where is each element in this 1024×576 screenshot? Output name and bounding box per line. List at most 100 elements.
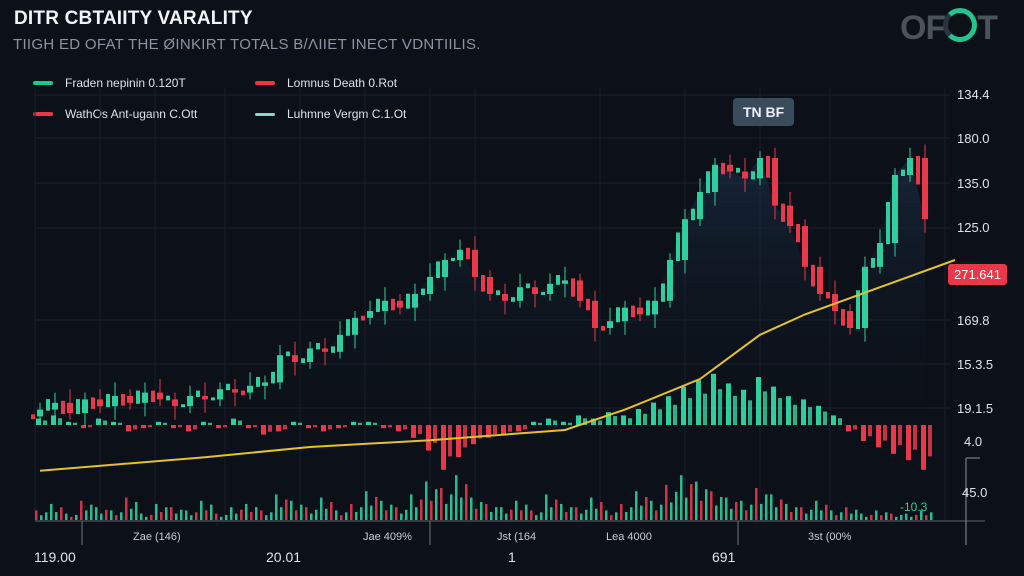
chart-title: DITR CBTAIITY VARALITY xyxy=(14,8,253,29)
oscillator-bar xyxy=(261,425,266,435)
oscillator-bar xyxy=(726,383,731,425)
volume-bar xyxy=(450,494,453,520)
oscillator-bar xyxy=(756,377,761,425)
candle-body xyxy=(892,175,898,243)
x-value-label: 20.01 xyxy=(266,549,302,565)
volume-bar xyxy=(445,504,448,520)
volume-bar xyxy=(355,512,358,520)
oscillator-bar xyxy=(268,425,272,432)
volume-bar xyxy=(720,496,723,520)
candle-body xyxy=(157,392,163,400)
candle-body xyxy=(46,399,50,411)
oscillator-bar xyxy=(456,425,461,457)
candle-body xyxy=(382,300,388,311)
y-tick-label: 125.0 xyxy=(957,220,990,235)
oscillator-bar xyxy=(216,425,221,429)
candle-body xyxy=(721,162,725,175)
volume-bar xyxy=(810,509,813,520)
legend-swatch xyxy=(255,112,275,116)
candle-body xyxy=(802,226,808,267)
oscillator-bar xyxy=(636,409,641,425)
candle-body xyxy=(361,315,365,321)
oscillator-bar xyxy=(921,425,926,470)
volume-bar xyxy=(460,497,463,520)
candle-body xyxy=(667,260,673,301)
volume-bar xyxy=(540,512,543,520)
y-tick-label: 19.1.5 xyxy=(957,401,994,416)
oscillator-bar xyxy=(733,395,737,425)
volume-bar xyxy=(470,497,473,520)
legend-label: Lomnus Death 0.Rot xyxy=(287,76,398,90)
oscillator-bar xyxy=(351,421,356,425)
candle-body xyxy=(586,298,590,311)
oscillator-bar xyxy=(861,425,866,441)
legend-item: Luhmne Vergm C.1.Ot xyxy=(255,107,406,121)
oscillator-bar xyxy=(688,398,692,425)
oscillator-bar xyxy=(223,425,227,428)
annotation-label: TN BF xyxy=(733,98,795,126)
oscillator-bar xyxy=(208,422,212,425)
x-value-label: 691 xyxy=(712,549,736,565)
volume-bar xyxy=(45,512,48,520)
volume-bar xyxy=(900,514,903,520)
legend-swatch xyxy=(255,81,275,85)
moving-average-line xyxy=(39,259,956,472)
legend-swatch xyxy=(33,81,53,85)
candle-body xyxy=(631,305,635,318)
volume-bar xyxy=(145,516,148,520)
oscillator-bar xyxy=(126,425,131,432)
volume-bar xyxy=(875,510,878,520)
volume-bar xyxy=(660,504,663,520)
volume-bar xyxy=(680,475,683,520)
volume-bar xyxy=(855,509,858,520)
volume-bar xyxy=(820,510,823,520)
oscillator-bar xyxy=(73,422,77,425)
volume-bar xyxy=(925,515,928,520)
candle-body xyxy=(901,169,905,176)
candle-body xyxy=(76,399,80,414)
volume-bar xyxy=(630,507,633,520)
volume-bar xyxy=(400,513,403,520)
candle-body xyxy=(187,396,193,407)
volume-bar xyxy=(865,516,868,520)
volume-bar xyxy=(280,507,283,520)
volume-bar xyxy=(805,513,808,520)
candle-body xyxy=(796,224,800,243)
candle-body xyxy=(877,243,883,267)
candle-body xyxy=(106,394,110,408)
volume-bar xyxy=(100,513,103,520)
oscillator-bar xyxy=(591,418,596,425)
candle-body xyxy=(787,205,793,226)
volume-bar xyxy=(625,512,628,520)
candle-body xyxy=(547,283,553,294)
candle-body xyxy=(856,290,860,329)
candle-body xyxy=(37,409,43,417)
oscillator-bar xyxy=(816,405,821,425)
legend-item: WathOs Ant-ugann C.Ott xyxy=(33,107,197,121)
candle-body xyxy=(202,396,208,400)
volume-bar xyxy=(785,504,788,520)
chart-subtitle: TIIGH ED OFAT THE ØINKIRT TOTALS B/ΛIIET… xyxy=(13,36,481,53)
candle-body xyxy=(652,300,658,315)
candle-body xyxy=(457,249,463,260)
oscillator-bar xyxy=(133,425,137,430)
volume-bar xyxy=(695,481,698,520)
oscillator-bar xyxy=(666,396,671,425)
volume-bar xyxy=(735,502,738,520)
oscillator-bar xyxy=(103,420,107,425)
candle-body xyxy=(766,156,770,178)
volume-bar xyxy=(65,513,68,520)
candle-body xyxy=(916,156,920,185)
candle-body xyxy=(772,158,778,206)
oscillator-bar xyxy=(193,425,197,430)
volume-bar xyxy=(370,505,373,520)
oscillator-bar xyxy=(913,425,917,450)
volume-bar xyxy=(115,515,118,520)
volume-bar xyxy=(825,504,828,520)
oscillator-bar xyxy=(486,425,491,438)
volume-bar xyxy=(530,510,533,520)
oscillator-bar xyxy=(741,389,746,425)
volume-bar xyxy=(35,510,38,520)
candle-body xyxy=(811,264,815,287)
volume-bar xyxy=(420,499,423,520)
